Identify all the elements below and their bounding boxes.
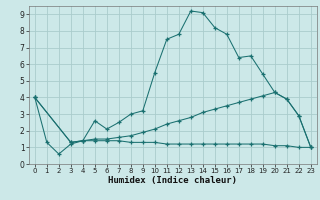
X-axis label: Humidex (Indice chaleur): Humidex (Indice chaleur): [108, 176, 237, 185]
